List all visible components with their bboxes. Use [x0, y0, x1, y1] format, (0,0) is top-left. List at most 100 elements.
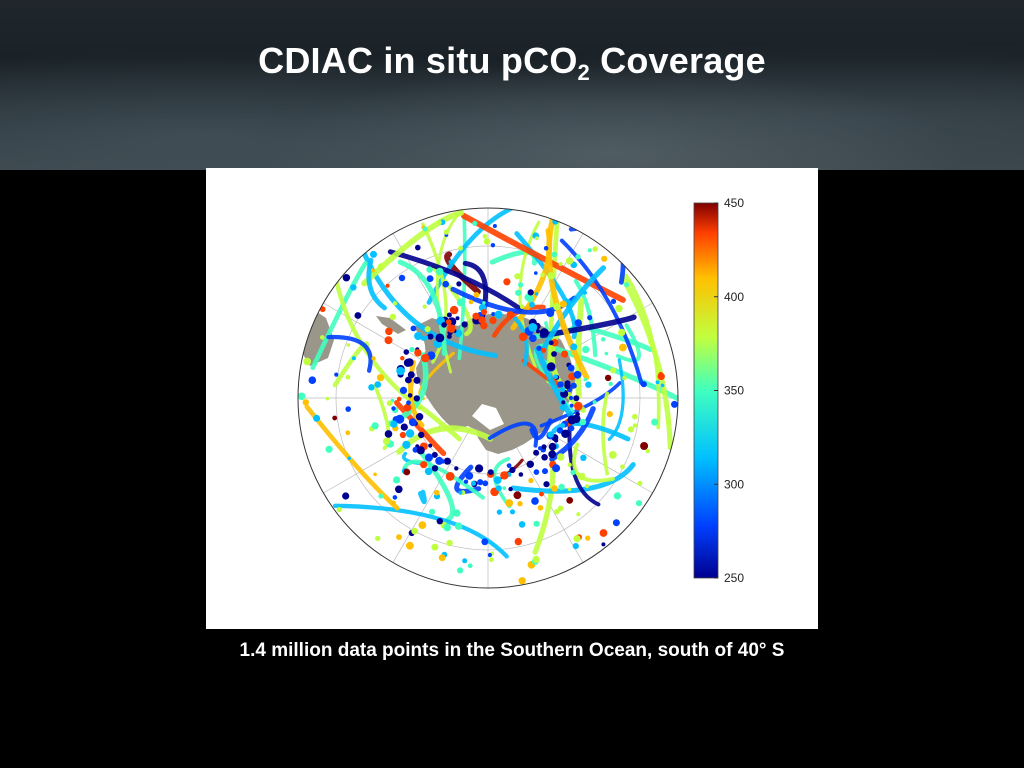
polar-map-figure: 450 400 350 300 250 [297, 196, 744, 589]
observation-point [384, 430, 393, 438]
observation-point [518, 577, 526, 585]
colorbar-tick-label: 300 [724, 477, 744, 491]
observation-point [515, 289, 522, 296]
observation-point [552, 464, 561, 473]
ship-track [616, 323, 641, 363]
observation-point [637, 480, 643, 486]
observation-point [514, 273, 521, 280]
observation-point [592, 246, 598, 252]
observation-point [454, 466, 459, 471]
observation-point [431, 451, 438, 458]
observation-point [592, 400, 597, 405]
ship-track [539, 381, 622, 428]
observation-point [572, 543, 579, 550]
observation-point [561, 400, 566, 405]
observation-point [583, 377, 587, 382]
observation-point [391, 500, 396, 505]
observation-point [487, 552, 492, 558]
observation-point [547, 431, 554, 438]
observation-point [342, 274, 351, 282]
observation-point [414, 349, 422, 357]
antarctica-landmass [408, 313, 576, 454]
observation-point [302, 399, 309, 406]
ship-track [402, 459, 485, 500]
observation-point [548, 450, 557, 459]
observation-point [608, 451, 617, 459]
observation-point [392, 301, 398, 306]
observation-point [332, 415, 338, 421]
observation-point [475, 464, 484, 473]
observation-point [416, 446, 425, 455]
observation-point [445, 472, 455, 481]
header-background [0, 0, 1024, 170]
slide-title: CDIAC in situ pCO2 Coverage [0, 40, 1024, 86]
observation-point [325, 445, 333, 453]
observation-point [424, 326, 431, 333]
observation-point [422, 304, 427, 309]
observation-point [410, 325, 417, 332]
observation-point [508, 486, 513, 492]
observation-point [435, 333, 445, 343]
observation-point [640, 381, 647, 388]
observation-point [457, 567, 464, 574]
observation-point [575, 254, 581, 260]
observation-point [509, 509, 516, 515]
observation-point [462, 558, 468, 564]
observation-point [480, 321, 488, 330]
observation-point [601, 542, 606, 547]
observation-point [610, 298, 617, 304]
observation-point [601, 255, 608, 262]
observation-point [386, 400, 393, 407]
ship-track [539, 314, 637, 339]
observation-point [567, 487, 572, 492]
observation-point [403, 358, 412, 367]
observation-point [534, 292, 539, 296]
observation-point [441, 322, 447, 328]
observation-point [533, 520, 540, 527]
observation-point [472, 312, 480, 320]
observation-point [599, 529, 608, 537]
observation-point [557, 505, 564, 512]
observation-point [368, 384, 375, 391]
colorbar [693, 202, 719, 579]
south-america-tip [298, 310, 334, 366]
observation-point [537, 505, 544, 511]
observation-point [345, 374, 351, 380]
observation-point [519, 304, 525, 309]
observation-point [490, 243, 496, 248]
observation-point [560, 387, 566, 393]
observation-point [447, 324, 456, 333]
antarctic-peninsula [376, 316, 406, 334]
observation-point [585, 535, 591, 541]
observation-point [606, 411, 613, 418]
observation-point [553, 374, 558, 379]
observation-point [406, 400, 411, 406]
ship-track [387, 249, 527, 315]
observation-point [632, 413, 638, 420]
observation-point [438, 554, 446, 562]
observation-point [374, 381, 382, 388]
observation-point [587, 315, 593, 321]
observation-point [436, 267, 444, 276]
observation-point [551, 339, 559, 347]
observation-point [558, 483, 565, 491]
observation-point [576, 512, 581, 517]
observation-point [580, 454, 587, 461]
ship-track [549, 406, 596, 462]
observation-point [539, 491, 544, 497]
observation-point [517, 501, 523, 507]
observation-point [456, 281, 462, 287]
observation-point [447, 334, 452, 339]
observation-point [546, 362, 556, 371]
observation-point [443, 457, 451, 465]
observation-point [533, 469, 540, 475]
observation-point [619, 343, 627, 352]
observation-point [570, 343, 578, 351]
observation-point [551, 485, 558, 492]
observation-point [551, 351, 557, 357]
colorbar-tick-label: 350 [724, 384, 744, 398]
observation-point [482, 480, 489, 487]
observation-point [467, 563, 473, 569]
observation-point [378, 493, 384, 499]
observation-point [573, 395, 580, 402]
